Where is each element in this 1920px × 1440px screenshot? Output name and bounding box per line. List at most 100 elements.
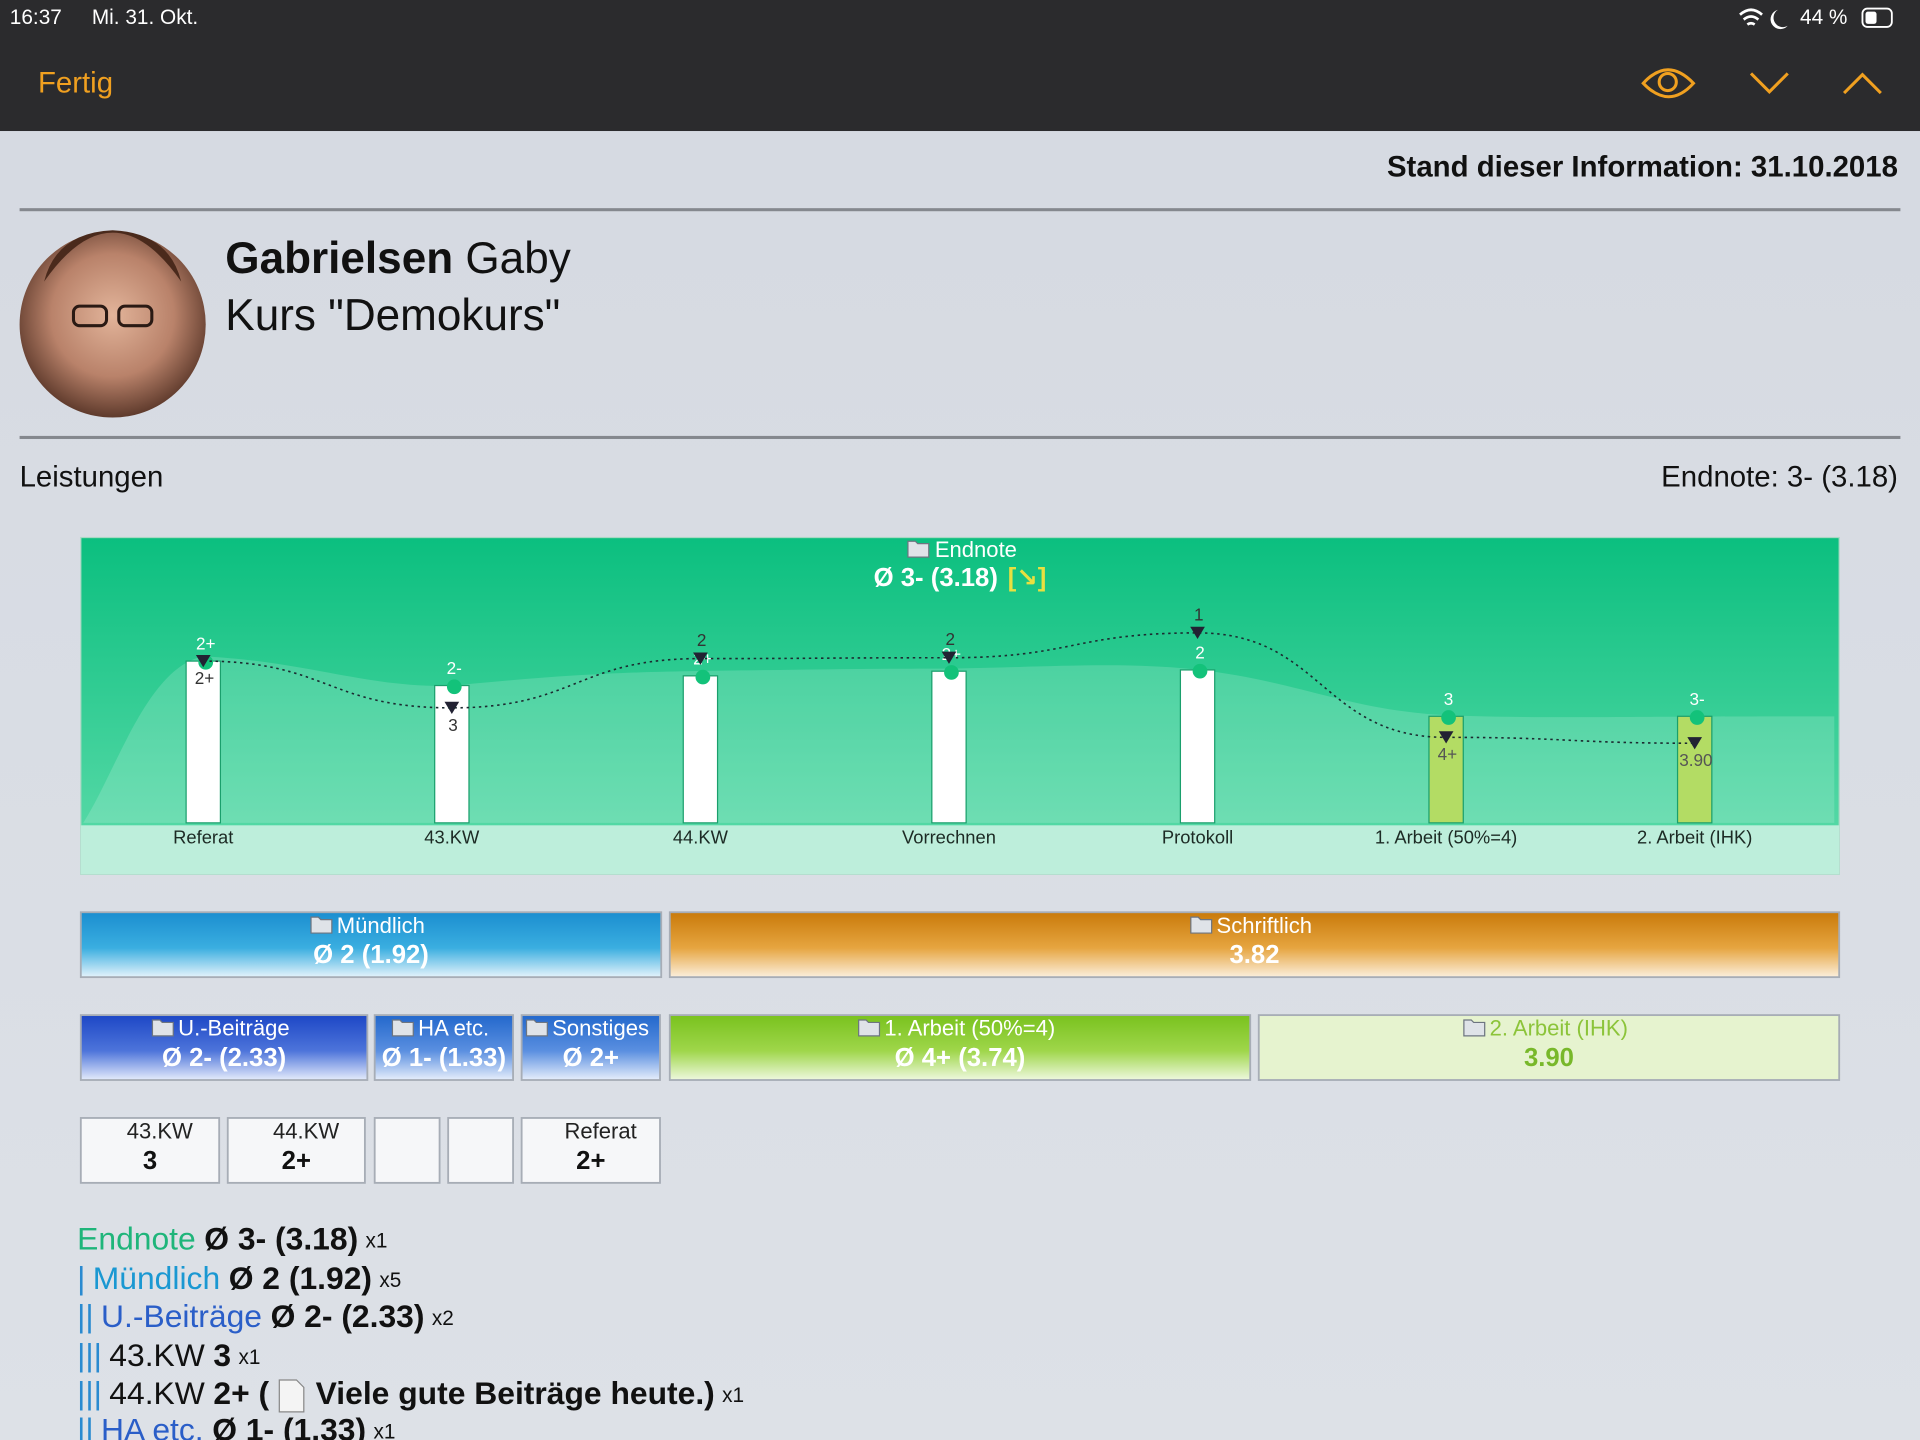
marker-label: 1 (1194, 604, 1204, 624)
group-value: 2+ (282, 1147, 311, 1175)
bar (1179, 669, 1216, 824)
grade-dot (446, 679, 462, 695)
group-name: 1. Arbeit (50%=4) (884, 1016, 1055, 1041)
folder-shape (1190, 916, 1213, 934)
category-strip (80, 825, 1840, 875)
status-date: Mi. 31. Okt. (92, 6, 198, 29)
group-name: Referat (564, 1118, 636, 1143)
folder-icon (907, 540, 930, 558)
group-box (226, 1117, 366, 1184)
bar (931, 670, 967, 824)
grade-label: 2+ (196, 634, 216, 654)
log-indent: || (77, 1298, 94, 1334)
group-value: Ø 2 (1.92) (313, 941, 429, 969)
category-label: Vorrechnen (902, 827, 996, 848)
grade-label: 3 (1444, 689, 1454, 709)
log-weight: x1 (238, 1345, 260, 1368)
log-indent: | (77, 1260, 85, 1296)
group-value: 3.82 (1229, 941, 1279, 969)
folder-icon (310, 916, 333, 934)
moon-icon (1770, 9, 1788, 30)
folder-shape (907, 540, 930, 558)
log-line: ||| 43.KW 3 x1 (77, 1337, 260, 1373)
folder-shape (1463, 1019, 1486, 1037)
group-value: Ø 4+ (3.74) (895, 1044, 1026, 1072)
log-indent: ||| (77, 1375, 102, 1411)
top-bar (0, 0, 1920, 132)
log-weight: x2 (432, 1306, 454, 1329)
avatar-hair (44, 230, 182, 282)
log-indent: || (77, 1412, 94, 1440)
category-label: 43.KW (424, 827, 480, 848)
status-time: 16:37 (10, 6, 62, 29)
empty-box (447, 1117, 514, 1184)
group-name: 43.KW (127, 1118, 193, 1143)
grade-dot (1689, 710, 1705, 725)
folder-shape (525, 1019, 548, 1037)
folder-icon (1463, 1019, 1486, 1037)
group-box (79, 1014, 369, 1081)
log-line: | Mündlich Ø 2 (1.92) x5 (77, 1260, 401, 1296)
chart-subtitle: Ø 3- (3.18) [↘] (874, 564, 1047, 592)
divider (19, 435, 1901, 439)
grade-dot (695, 669, 711, 685)
log-value: Ø 2- (2.33) (271, 1298, 425, 1334)
first-name: Gaby (465, 233, 570, 282)
bar (1676, 715, 1713, 824)
log-name: U.-Beiträge (101, 1298, 262, 1334)
log-value: 3 (213, 1337, 231, 1373)
grade-dot (1441, 710, 1456, 725)
group-name: Sonstiges (552, 1016, 649, 1041)
category-label: 2. Arbeit (IHK) (1637, 827, 1752, 848)
divider (19, 208, 1901, 212)
avatar (19, 231, 206, 418)
marker-label: 2+ (195, 668, 215, 688)
group-name: Mündlich (337, 913, 425, 938)
marker-label: 4+ (1438, 744, 1458, 764)
log-name: Mündlich (93, 1260, 220, 1296)
bar (682, 675, 719, 824)
log-weight: x1 (366, 1229, 388, 1252)
marker-label: 2 (697, 630, 707, 650)
empty-box (373, 1117, 441, 1184)
grade-dot (1192, 663, 1208, 679)
status-battery: 44 % (1800, 6, 1847, 29)
group-box (79, 1117, 221, 1184)
log-name: 44.KW (109, 1375, 205, 1411)
folder-icon (151, 1019, 174, 1037)
log-indent: ||| (77, 1337, 102, 1373)
group-name: 2. Arbeit (IHK) (1490, 1016, 1628, 1041)
wifi-icon (1739, 8, 1763, 26)
eye-button[interactable] (1641, 68, 1696, 99)
group-box (1257, 1014, 1841, 1081)
chart-title: Endnote (935, 537, 1017, 562)
group-value: Ø 2+ (563, 1044, 619, 1072)
category-label: Referat (173, 827, 233, 848)
marker-triangle (1190, 626, 1205, 640)
folder-icon (1190, 916, 1213, 934)
marker-label: 2 (945, 629, 955, 649)
category-label: 1. Arbeit (50%=4) (1375, 827, 1517, 848)
student-name: Gabrielsen Gaby (225, 233, 570, 282)
note-icon (278, 1379, 305, 1413)
battery-level (1865, 11, 1877, 24)
folder-icon (858, 1019, 881, 1037)
group-value: Ø 2- (2.33) (162, 1044, 286, 1072)
group-value: 3.90 (1524, 1044, 1574, 1072)
down-button[interactable] (1749, 72, 1789, 95)
marker-triangle (1687, 737, 1703, 750)
group-name: HA etc. (418, 1016, 489, 1041)
log-value: Ø 3- (3.18) (204, 1221, 358, 1257)
done-button[interactable]: Fertig (38, 66, 113, 99)
group-box (668, 911, 1841, 979)
up-button[interactable] (1842, 72, 1882, 95)
category-label: 44.KW (673, 827, 729, 848)
last-name: Gabrielsen (225, 233, 453, 282)
log-note: Viele gute Beiträge heute.) (316, 1375, 715, 1411)
log-weight: x1 (373, 1420, 395, 1440)
grade-label: 2- (447, 658, 462, 678)
section-title: Leistungen (20, 461, 164, 494)
folder-shape (858, 1019, 881, 1037)
